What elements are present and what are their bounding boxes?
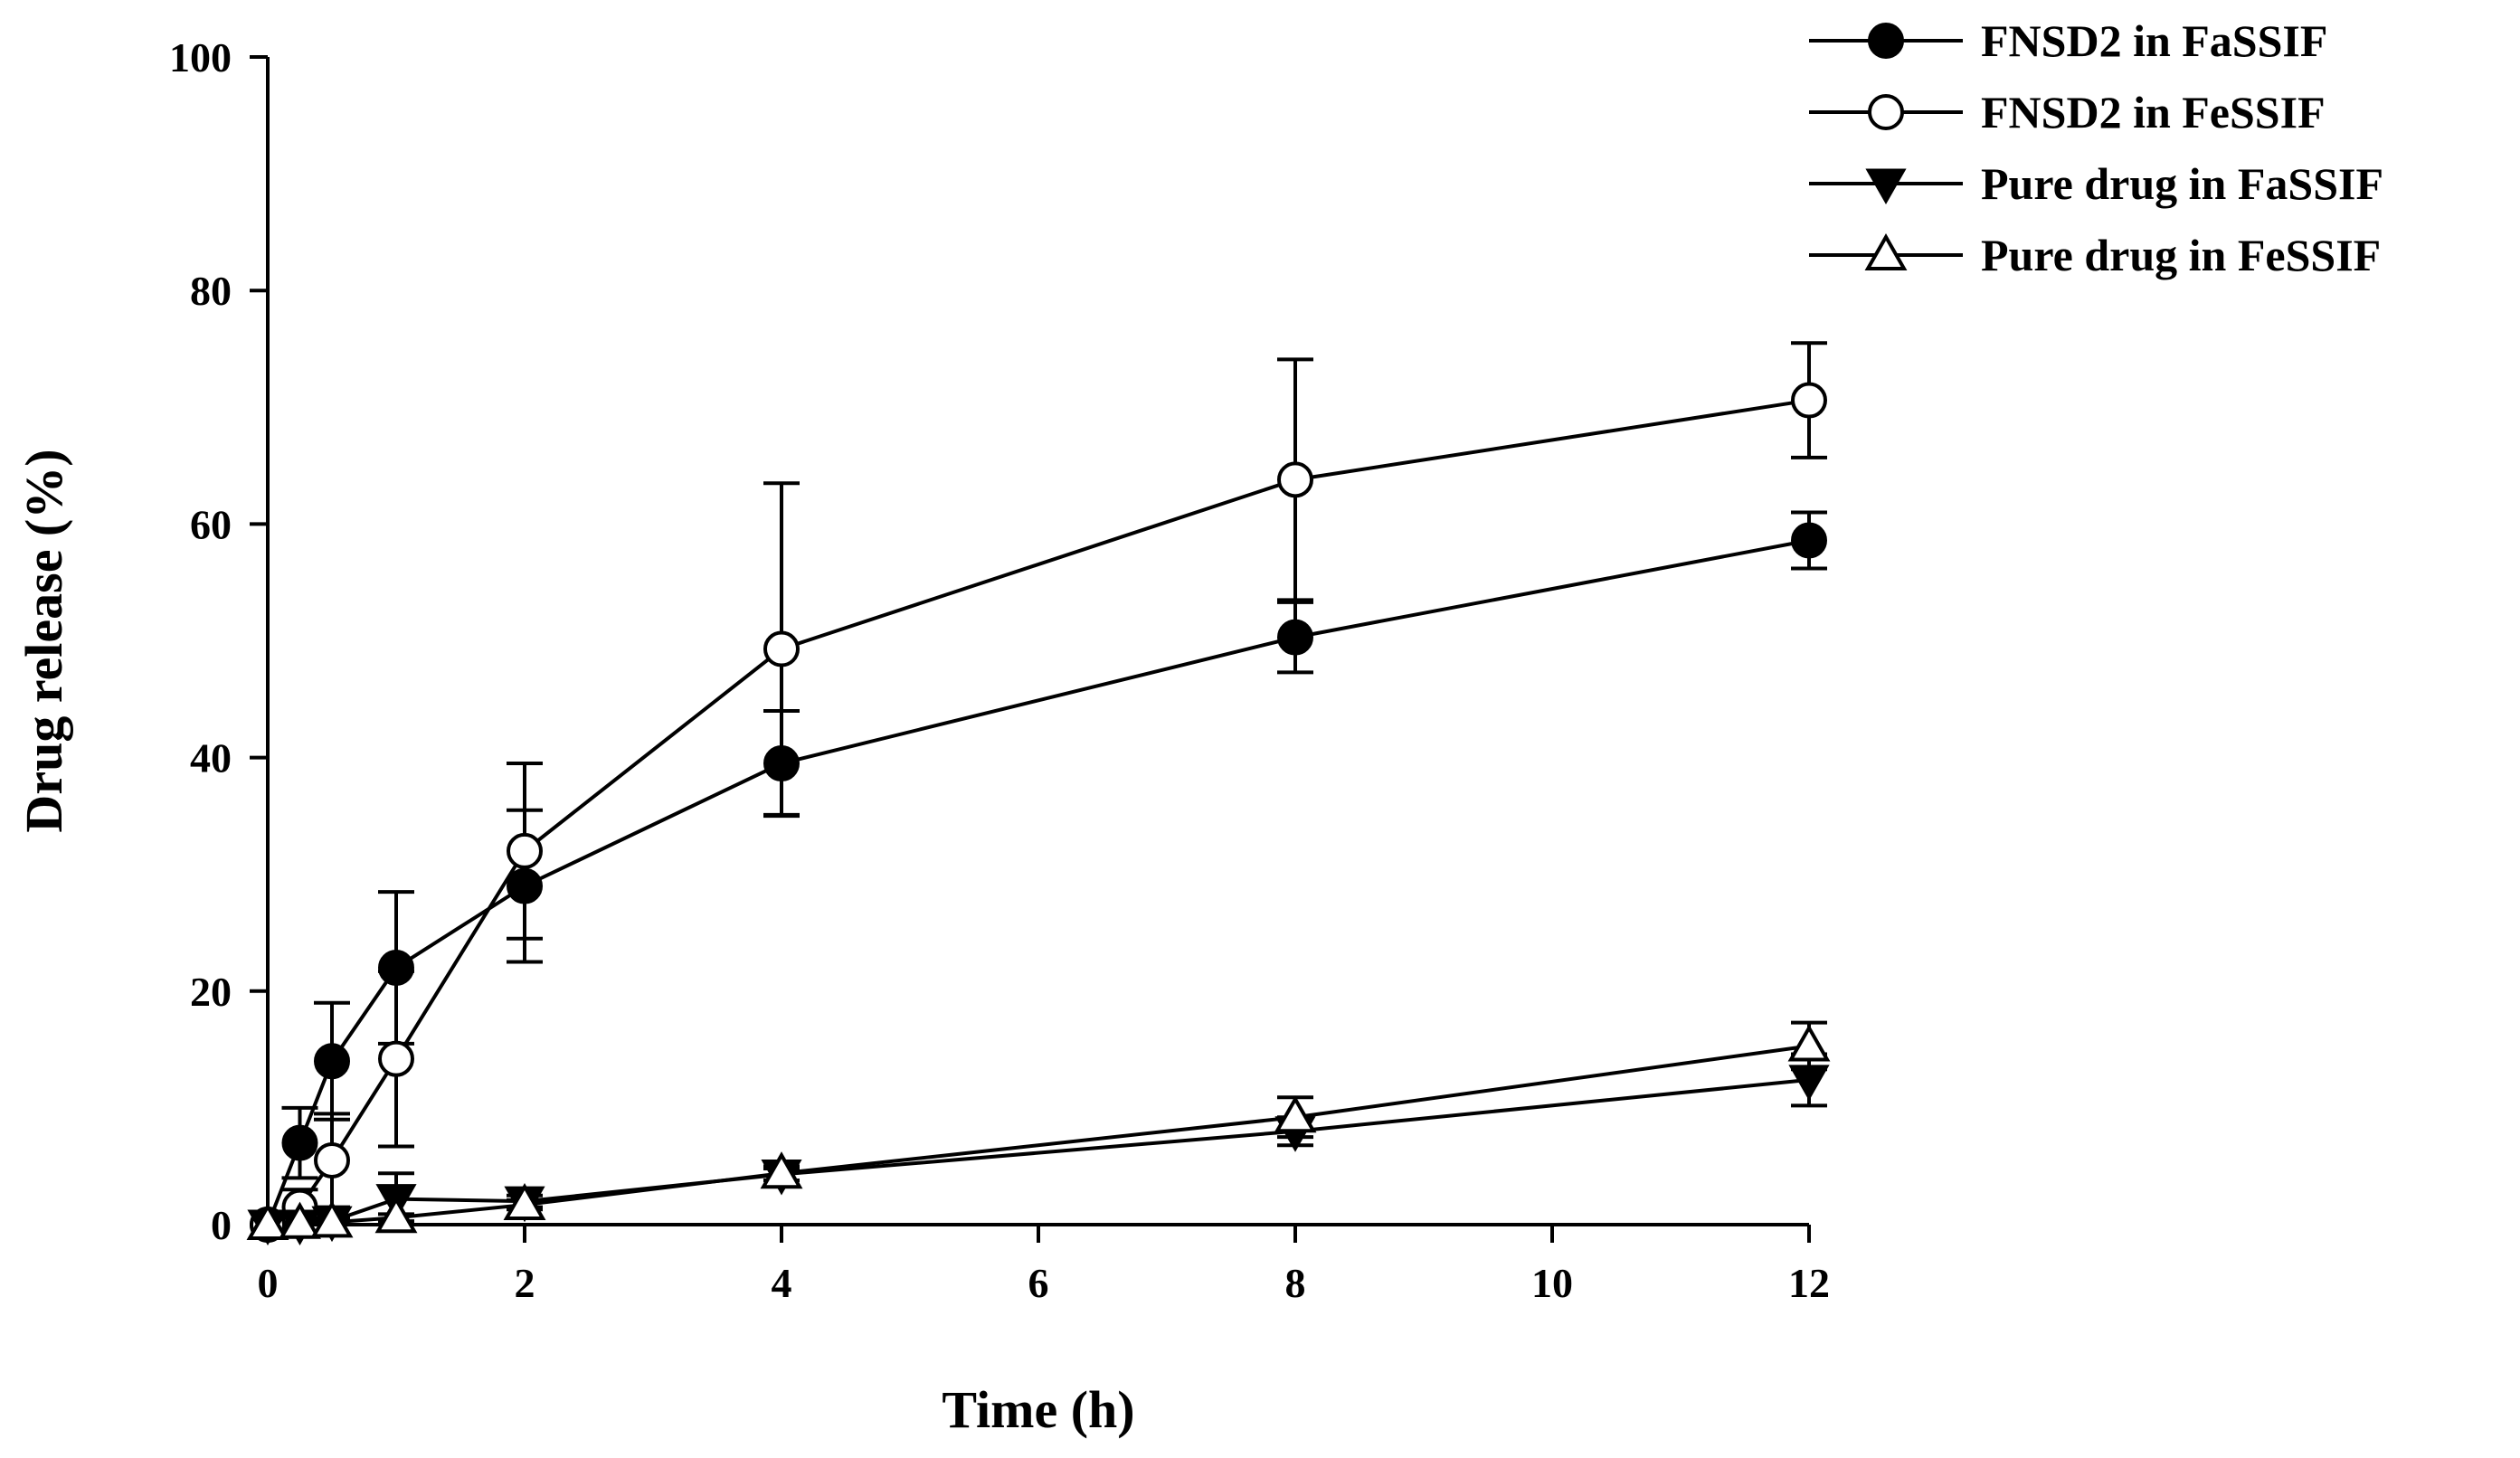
data-point (1791, 382, 1827, 419)
data-point (314, 1043, 350, 1080)
series-pure-drug-in-fassif (268, 1052, 1827, 1226)
x-tick-label: 0 (258, 1260, 279, 1306)
x-tick-label: 8 (1285, 1260, 1306, 1306)
axes: 0 2 4 6 8 10 12 0 20 40 60 80 100 (169, 34, 1830, 1306)
series-fnsd2-in-fassif (266, 510, 1827, 1226)
data-point (1787, 1024, 1831, 1062)
x-tick-label: 6 (1028, 1260, 1049, 1306)
legend-label: Pure drug in FeSSIF (1981, 230, 2381, 280)
legend-label: Pure drug in FaSSIF (1981, 158, 2383, 209)
legend-marker (1865, 168, 1907, 205)
data-point (246, 1202, 289, 1240)
legend-item-fnsd2-in-fessif: FNSD2 in FeSSIF (1809, 87, 2326, 137)
x-axis-title: Time (h) (942, 1380, 1134, 1439)
data-point (281, 1124, 318, 1161)
markers-fnsd2-in-fessif (250, 382, 1827, 1243)
legend-item-pure-drug-in-fassif: Pure drug in FaSSIF (1809, 158, 2383, 209)
error-bars (281, 341, 1827, 1226)
markers-fnsd2-in-fassif (250, 522, 1827, 1243)
legend-item-fnsd2-in-fassif: FNSD2 in FaSSIF (1809, 15, 2327, 66)
data-point (760, 1151, 803, 1189)
legend-label: FNSD2 in FeSSIF (1981, 87, 2326, 137)
legend-marker (1864, 232, 1908, 270)
y-tick-label: 0 (211, 1202, 232, 1248)
y-tick-label: 40 (190, 735, 232, 781)
series-layer (246, 341, 1831, 1246)
legend-item-pure-drug-in-fessif: Pure drug in FeSSIF (1809, 230, 2381, 280)
x-tick-label: 4 (772, 1260, 792, 1306)
data-point (1277, 461, 1313, 498)
data-point (503, 1183, 546, 1221)
data-point (1791, 522, 1827, 559)
data-point (1788, 1065, 1830, 1101)
legend-label: FNSD2 in FaSSIF (1981, 15, 2327, 66)
series-line (267, 1044, 1810, 1226)
y-tick-label: 60 (190, 501, 232, 547)
data-point (507, 832, 543, 869)
series-pure-drug-in-fessif (267, 1020, 1827, 1226)
data-point (1274, 1095, 1317, 1133)
legend-marker (1868, 94, 1904, 130)
y-tick-label: 20 (190, 969, 232, 1015)
series-line (267, 398, 1810, 1226)
data-point (310, 1200, 354, 1238)
data-point (374, 1196, 418, 1234)
data-point (279, 1201, 321, 1239)
legend-marker (1868, 23, 1904, 59)
data-point (1277, 619, 1313, 656)
legend: FNSD2 in FaSSIF FNSD2 in FeSSIF Pure drug … (1809, 15, 2383, 280)
series-line (268, 1077, 1810, 1226)
data-point (378, 1040, 414, 1077)
data-point (763, 630, 800, 667)
series-fnsd2-in-fessif (267, 341, 1827, 1226)
markers-pure-drug-in-fessif (246, 1024, 1831, 1240)
x-tick-label: 2 (515, 1260, 535, 1306)
data-point (314, 1141, 350, 1179)
data-point (378, 949, 414, 986)
x-tick-label: 12 (1788, 1260, 1830, 1306)
series-line (266, 538, 1810, 1226)
y-tick-label: 100 (169, 34, 232, 80)
y-axis-title: Drug release (%) (14, 449, 73, 832)
data-point (507, 867, 543, 904)
y-tick-label: 80 (190, 268, 232, 314)
x-tick-label: 10 (1531, 1260, 1573, 1306)
data-point (763, 745, 800, 782)
